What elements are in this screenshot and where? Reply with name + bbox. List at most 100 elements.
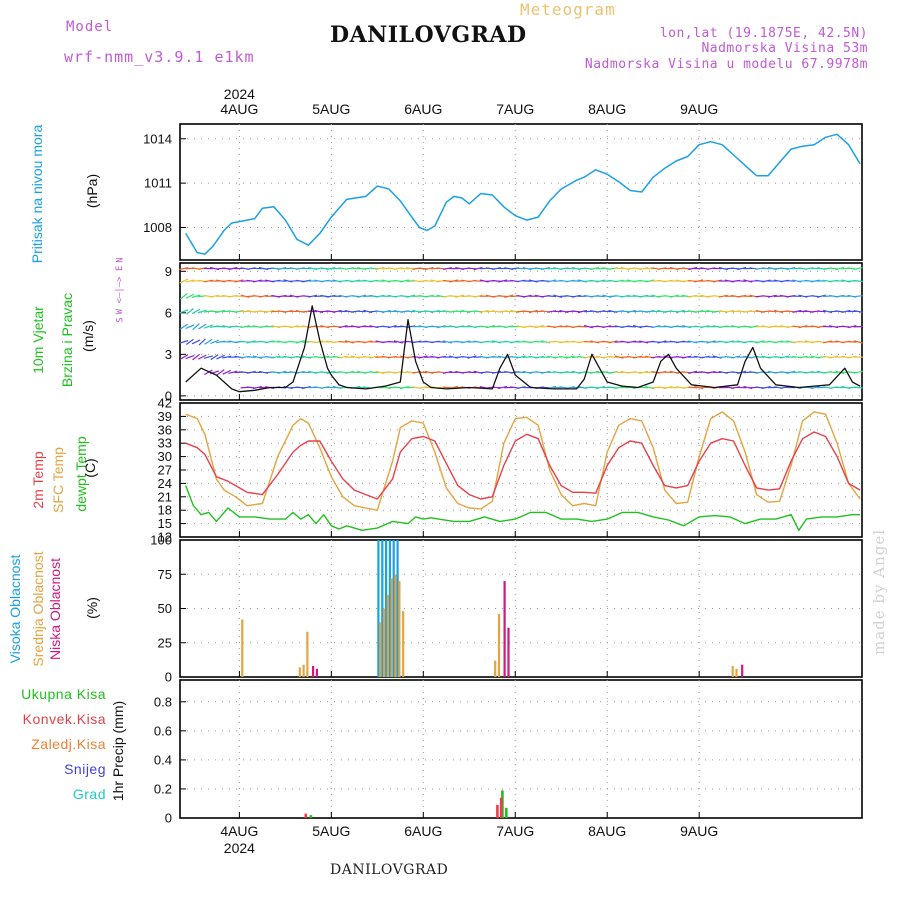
wind-arrow <box>853 279 863 283</box>
wind-arrow <box>449 279 459 283</box>
wind-arrow <box>357 310 367 313</box>
wind-arrow <box>810 385 820 390</box>
cloud-bar <box>396 540 399 677</box>
wind-arrow <box>663 386 673 390</box>
wind-arrow <box>210 354 219 361</box>
precip-ytick-label: 0.8 <box>154 694 172 709</box>
wind-arrow <box>786 280 796 282</box>
wind-arrow <box>706 340 716 344</box>
wind-arrow <box>798 325 808 329</box>
wind-arrow <box>277 370 287 374</box>
wind-arrow <box>192 353 200 361</box>
wind-arrow <box>203 324 213 329</box>
cloud-bar <box>735 668 738 677</box>
wind-arrow <box>185 293 195 299</box>
wind-arrow <box>191 294 201 299</box>
wind-arrow <box>565 355 575 359</box>
wind-arrow <box>590 267 600 271</box>
cloud-bar <box>741 664 744 677</box>
wind-arrow <box>179 354 189 360</box>
wind-arrow <box>675 325 685 328</box>
wind-arrow <box>210 339 219 345</box>
top-day-label: 8AUG <box>588 101 626 117</box>
wind-arrow <box>198 323 207 330</box>
wind-arrow <box>504 294 514 298</box>
wind-arrow <box>724 309 734 314</box>
wind-arrow <box>203 355 213 359</box>
precip-ytick-label: 0.2 <box>154 781 172 796</box>
cloud-bar <box>731 666 734 677</box>
wind-arrow <box>467 355 477 359</box>
bottom-day-label: 4AUG <box>220 823 258 839</box>
wind-arrow <box>853 370 863 374</box>
sfc-temp-line <box>185 411 861 511</box>
wind-arrow <box>498 279 508 283</box>
wind-arrow <box>829 371 839 374</box>
wind-arrow <box>314 340 324 344</box>
cloud-bar <box>379 622 382 677</box>
bottom-day-label: 7AUG <box>496 823 534 839</box>
wind-arrow <box>737 280 747 282</box>
wind-arrow <box>265 309 275 314</box>
wind-arrow <box>277 280 287 282</box>
temp-ytick-label: 21 <box>158 489 172 504</box>
wind-arrow <box>198 386 206 390</box>
temp-ytick-label: 30 <box>158 449 172 464</box>
wind-arrow <box>228 370 238 374</box>
temp-ytick-label: 33 <box>158 436 172 451</box>
wind-arrow <box>767 310 777 313</box>
wind-arrow <box>240 325 250 329</box>
wind-ytick-label: 6 <box>165 305 172 320</box>
dewpt-temp-line <box>185 485 861 531</box>
wind-arrow <box>197 354 207 360</box>
wind-arrow <box>737 386 747 389</box>
wind-arrow <box>565 267 575 270</box>
top-day-label: 7AUG <box>496 101 534 117</box>
top-year-label: 2024 <box>224 86 255 102</box>
temp-ytick-label: 39 <box>158 409 172 424</box>
precip-ytick-label: 0.6 <box>154 723 172 738</box>
wind-arrow <box>192 323 200 331</box>
wind-arrow <box>780 355 790 359</box>
wind-arrow <box>179 339 189 344</box>
precip-legend-snow: Snijeg <box>64 761 106 777</box>
wind-arrow <box>792 309 802 313</box>
lonlat-label: lon,lat (19.1875E, 42.5N) <box>659 26 868 41</box>
wind-arrow <box>369 355 379 359</box>
wind-arrow <box>528 309 538 314</box>
pressure-frame <box>179 123 863 261</box>
pressure-ytick-label: 1011 <box>144 176 172 191</box>
wind-arrow <box>749 325 759 329</box>
wind-arrow <box>853 340 863 344</box>
wind-arrow <box>222 355 232 359</box>
top-day-label: 6AUG <box>404 101 442 117</box>
wind-arrow <box>681 355 692 359</box>
wind-arrow <box>375 370 385 375</box>
cloud-frame <box>179 539 863 678</box>
wind-arrow <box>816 310 826 313</box>
wind-arrow <box>185 338 194 345</box>
wind-arrow <box>180 386 188 390</box>
wind-arrow <box>204 338 213 345</box>
wind-arrow <box>357 294 367 298</box>
wind-arrow <box>216 309 226 314</box>
wind-speed-line <box>185 305 861 393</box>
wind-arrow <box>498 385 508 390</box>
wind-arrow <box>216 369 225 376</box>
precip-legend-conv: Konvek.Kisa <box>22 711 106 727</box>
wind-arrow <box>179 292 188 300</box>
wind-arrow <box>547 295 557 298</box>
cloud-bar <box>507 627 510 677</box>
wind-arrow <box>516 267 526 270</box>
wind-arrow <box>571 294 581 298</box>
wind-arrow <box>381 309 391 313</box>
wind-arrow <box>192 385 199 390</box>
cloud-bar <box>298 667 301 677</box>
wind-arrow <box>326 280 336 282</box>
pressure-ytick-label: 1008 <box>143 220 172 235</box>
top-day-label: 4AUG <box>220 101 258 117</box>
cloud-bar <box>388 540 391 677</box>
wind-arrow <box>387 325 397 329</box>
wind-arrow <box>209 294 220 298</box>
wind-arrow <box>332 309 342 313</box>
